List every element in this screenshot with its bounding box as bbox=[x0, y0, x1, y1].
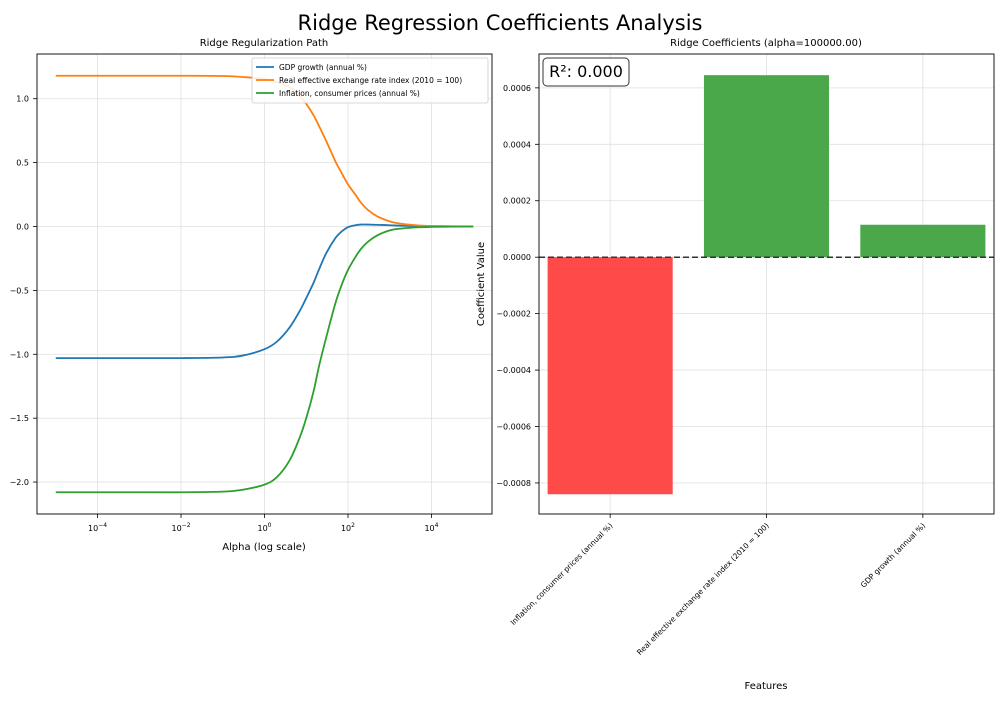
left-y-tick-label: 0.0 bbox=[16, 223, 29, 232]
legend-box bbox=[251, 57, 489, 104]
figure-title: Ridge Regression Coefficients Analysis bbox=[298, 11, 703, 35]
right-x-ticks: Inflation, consumer prices (annual %) Rea… bbox=[509, 514, 928, 657]
left-x-tick-label: 100 bbox=[257, 522, 271, 533]
left-x-axis-label: Alpha (log scale) bbox=[222, 542, 306, 553]
left-x-tick-label: 10−2 bbox=[171, 522, 190, 533]
right-y-tick-label: 0.0000 bbox=[503, 253, 531, 262]
r-squared-label: R²: 0.000 bbox=[549, 62, 623, 81]
left-grid bbox=[37, 54, 492, 514]
series-line bbox=[55, 225, 474, 494]
right-x-tick-label: Inflation, consumer prices (annual %) bbox=[509, 521, 615, 627]
right-x-tick-label: GDP growth (annual %) bbox=[859, 521, 928, 590]
left-x-ticks: 10−4 10−2 100 102 104 bbox=[88, 514, 439, 533]
right-y-tick-label: −0.0008 bbox=[496, 479, 531, 488]
right-y-tick-label: −0.0006 bbox=[496, 423, 531, 432]
r-squared-box bbox=[542, 57, 630, 87]
right-y-tick-label: −0.0002 bbox=[496, 310, 531, 319]
regularization-path-plot: Ridge Regularization Path 1.0 0.5 0.0 −0.5 −… bbox=[10, 38, 493, 553]
left-y-tick-label: 0.5 bbox=[16, 159, 29, 168]
legend: GDP growth (annual %) Real effective exch… bbox=[251, 57, 489, 104]
left-y-tick-label: −1.5 bbox=[10, 414, 29, 423]
left-plot-title: Ridge Regularization Path bbox=[200, 38, 329, 49]
r-squared-annotation: R²: 0.000 bbox=[542, 57, 630, 87]
right-y-axis-label: Coefficient Value bbox=[476, 242, 487, 326]
series-line bbox=[55, 223, 474, 360]
right-plot-title: Ridge Coefficients (alpha=100000.00) bbox=[670, 38, 862, 49]
right-x-axis-label: Features bbox=[745, 681, 788, 692]
ridge-coefficients-plot: Ridge Coefficients (alpha=100000.00) 0.0… bbox=[476, 38, 995, 692]
left-x-tick-label: 102 bbox=[341, 522, 355, 533]
left-y-tick-label: −1.0 bbox=[10, 350, 29, 359]
right-y-tick-label: −0.0004 bbox=[496, 366, 531, 375]
right-y-ticks: 0.0006 0.0004 0.0002 0.0000 −0.0002 −0.0004 −0… bbox=[496, 84, 539, 488]
right-x-tick-label: Real effective exchange rate index (2010… bbox=[635, 521, 771, 657]
left-y-tick-label: −2.0 bbox=[10, 478, 29, 487]
coefficient-bar bbox=[703, 75, 830, 258]
left-y-tick-label: −0.5 bbox=[10, 286, 29, 295]
series-line bbox=[55, 74, 474, 228]
legend-label: GDP growth (annual %) bbox=[279, 63, 367, 72]
coefficient-bar bbox=[860, 224, 986, 258]
left-x-tick-label: 104 bbox=[424, 522, 438, 533]
legend-label: Inflation, consumer prices (annual %) bbox=[279, 89, 420, 98]
coefficient-bar bbox=[547, 257, 673, 495]
right-y-tick-label: 0.0006 bbox=[503, 84, 531, 93]
left-x-tick-label: 10−4 bbox=[88, 522, 107, 533]
coefficient-bars bbox=[547, 75, 986, 495]
left-series-lines bbox=[55, 74, 474, 494]
left-y-ticks: 1.0 0.5 0.0 −0.5 −1.0 −1.5 −2.0 bbox=[10, 95, 37, 487]
right-y-tick-label: 0.0002 bbox=[503, 197, 531, 206]
right-y-tick-label: 0.0004 bbox=[503, 140, 531, 149]
legend-label: Real effective exchange rate index (2010… bbox=[279, 76, 462, 85]
left-y-tick-label: 1.0 bbox=[16, 95, 29, 104]
